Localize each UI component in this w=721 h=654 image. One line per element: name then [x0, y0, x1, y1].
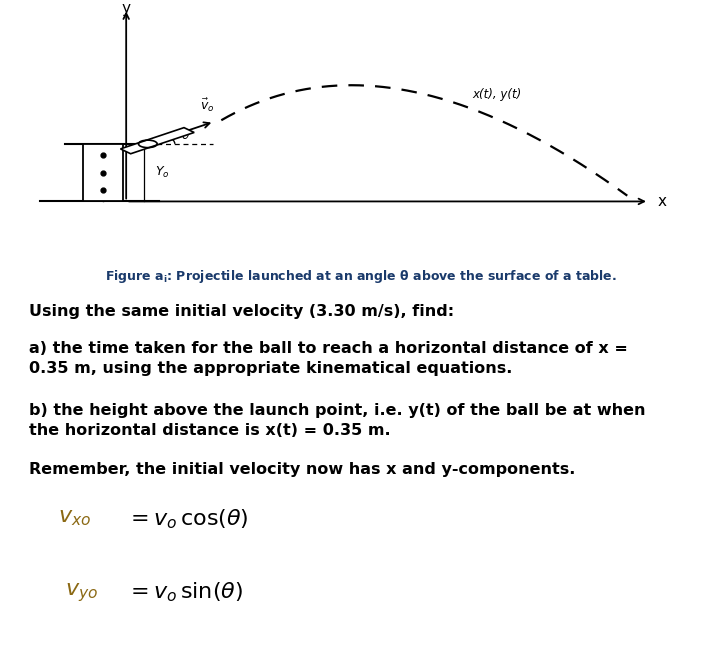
- Text: y: y: [122, 1, 131, 16]
- Text: Remember, the initial velocity now has x and y-components.: Remember, the initial velocity now has x…: [29, 462, 575, 477]
- Text: $\vec{v}_o$: $\vec{v}_o$: [200, 97, 214, 114]
- Text: $v_{yo}$: $v_{yo}$: [65, 581, 98, 604]
- Text: $= v_o\,\mathregular{sin}(\theta)$: $= v_o\,\mathregular{sin}(\theta)$: [126, 581, 243, 604]
- Text: $= v_o\,\mathregular{cos}(\theta)$: $= v_o\,\mathregular{cos}(\theta)$: [126, 508, 249, 531]
- Text: x: x: [658, 194, 666, 209]
- Text: b) the height above the launch point, i.e. y(t) of the ball be at when
the horiz: b) the height above the launch point, i.…: [29, 403, 645, 438]
- Polygon shape: [120, 128, 194, 154]
- Text: $Y_o$: $Y_o$: [155, 165, 169, 181]
- Text: Using the same initial velocity (3.30 m/s), find:: Using the same initial velocity (3.30 m/…: [29, 304, 454, 319]
- Text: $v_{xo}$: $v_{xo}$: [58, 508, 91, 528]
- Text: x(t), y(t): x(t), y(t): [472, 88, 521, 101]
- Text: $\theta$: $\theta$: [181, 128, 190, 141]
- Bar: [83, 144, 123, 201]
- Text: a) the time taken for the ball to reach a horizontal distance of x =
0.35 m, usi: a) the time taken for the ball to reach …: [29, 341, 628, 375]
- Text: Figure $\mathbf{a_i}$: Projectile launched at an angle $\mathbf{\theta}$ above t: Figure $\mathbf{a_i}$: Projectile launch…: [105, 268, 616, 285]
